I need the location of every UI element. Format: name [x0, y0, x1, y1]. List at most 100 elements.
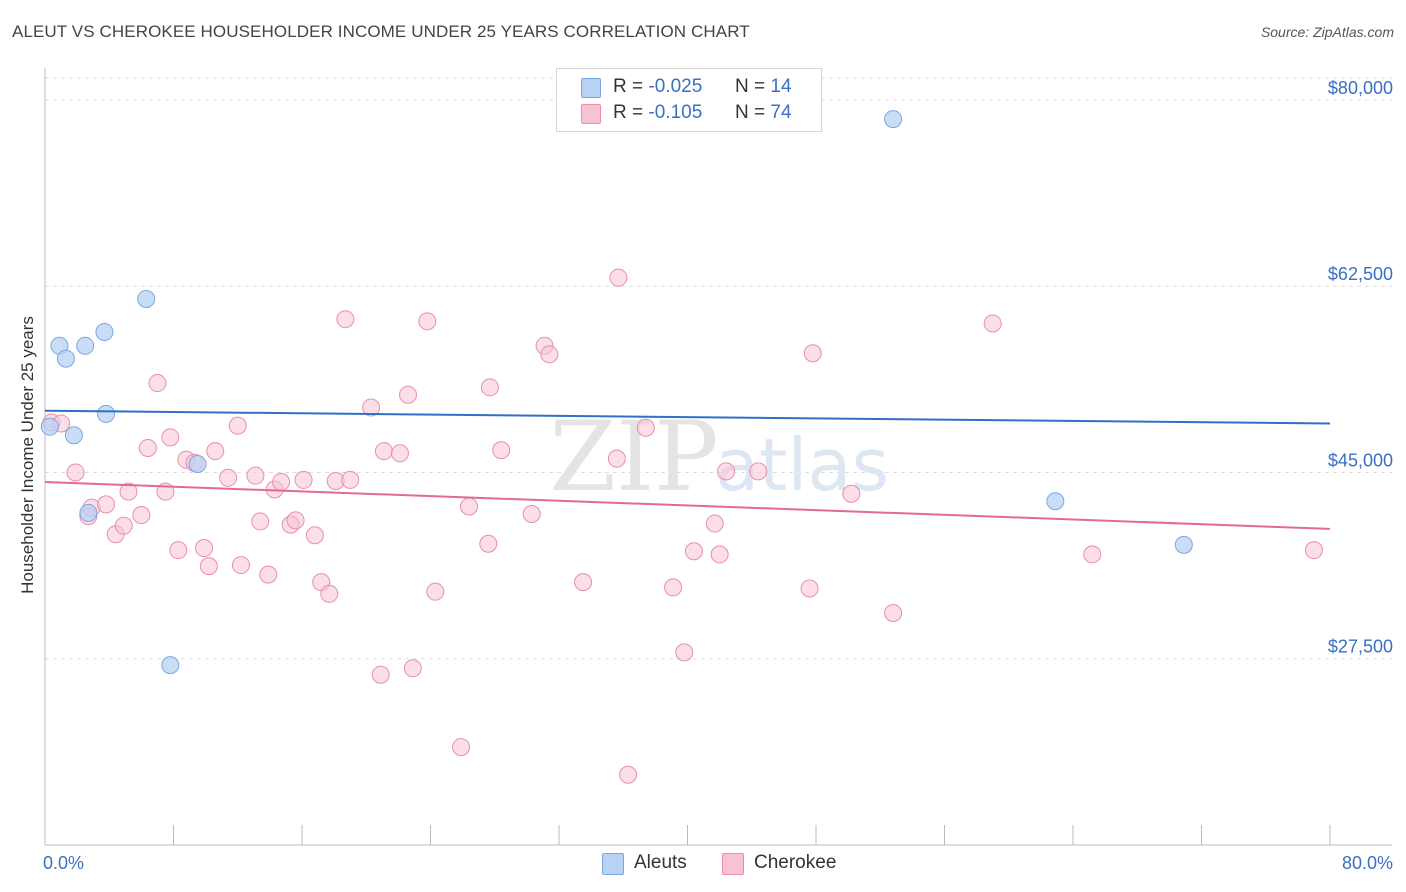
cherokee-point — [259, 565, 278, 584]
cherokee-point — [522, 504, 541, 523]
aleut-r-value: -0.025 — [648, 76, 703, 97]
cherokee-point — [66, 463, 85, 482]
aleut-point — [188, 454, 207, 473]
cherokee-point — [717, 462, 736, 481]
cherokee-point — [320, 584, 339, 603]
cherokee-point — [294, 470, 313, 489]
cherokee-point — [1083, 545, 1102, 564]
aleut-trend-line — [44, 409, 1331, 425]
aleuts-label: Aleuts — [634, 852, 687, 873]
cherokee-point — [251, 512, 270, 531]
aleut-r-label: R = — [613, 76, 644, 97]
aleut-point — [97, 404, 116, 423]
cherokee-point — [684, 542, 703, 561]
cherokee-point — [800, 579, 819, 598]
aleut-point — [64, 426, 83, 445]
cherokee-point — [609, 268, 628, 287]
stats-legend: R = -0.025 N = 14 R = -0.105 N = 74 — [556, 68, 822, 132]
aleut-point — [76, 336, 95, 355]
cherokee-point — [246, 466, 265, 485]
aleut-n-label: N = — [735, 76, 766, 97]
cherokee-point — [341, 470, 360, 489]
chart-title: ALEUT VS CHEROKEE HOUSEHOLDER INCOME UND… — [12, 22, 750, 41]
cherokee-point — [374, 442, 393, 461]
cherokee-point — [161, 428, 180, 447]
cherokee-point — [710, 545, 729, 564]
x-tick-labels: 0.0% 80.0% — [43, 853, 1393, 873]
y-tick-labels: $27,500 $45,000 $62,500 $80,000 — [1328, 78, 1393, 657]
cherokee-r-value: -0.105 — [648, 102, 703, 123]
source-label: Source: ZipAtlas.com — [1260, 24, 1394, 40]
cherokee-point — [138, 438, 157, 457]
axes — [44, 68, 1392, 846]
aleut-swatch — [581, 78, 601, 98]
cherokee-point — [114, 516, 133, 535]
cherokee-point — [574, 573, 593, 592]
x-tick-label-min: 0.0% — [43, 853, 84, 873]
aleut-point — [40, 417, 59, 436]
aleut-point — [1046, 492, 1065, 511]
cherokee-point — [452, 738, 471, 757]
cherokee-n-value: 74 — [770, 102, 792, 123]
cherokee-points — [42, 268, 1323, 784]
cherokee-point — [199, 557, 218, 576]
cherokee-point — [492, 441, 511, 460]
watermark-atlas: atlas — [715, 423, 889, 507]
aleut-points — [40, 110, 1193, 675]
aleuts-swatch — [602, 853, 624, 875]
cherokee-point — [884, 603, 903, 622]
cherokee-point — [132, 506, 151, 525]
cherokee-point — [842, 484, 861, 503]
y-axis-label: Householder Income Under 25 years — [18, 316, 37, 594]
cherokee-point — [540, 345, 559, 364]
aleut-point — [161, 656, 180, 675]
aleut-point — [1174, 535, 1193, 554]
aleut-point — [95, 322, 114, 341]
cherokee-point — [619, 765, 638, 784]
cherokee-point — [119, 482, 138, 501]
cherokee-label: Cherokee — [754, 852, 837, 873]
cherokee-point — [705, 514, 724, 533]
y-tick-label: $62,500 — [1328, 264, 1393, 284]
cherokee-legend-swatch — [722, 853, 744, 875]
cherokee-point — [636, 418, 655, 437]
y-tick-label: $45,000 — [1328, 450, 1393, 470]
cherokee-point — [371, 665, 390, 684]
cherokee-point — [97, 495, 116, 514]
aleut-point — [56, 349, 75, 368]
cherokee-point — [403, 659, 422, 678]
cherokee-point — [460, 497, 479, 516]
y-tick-label: $80,000 — [1328, 78, 1393, 98]
cherokee-point — [228, 416, 247, 435]
cherokee-point — [607, 449, 626, 468]
cherokee-point — [206, 442, 225, 461]
watermark-zip: ZIP — [549, 401, 718, 513]
cherokee-point — [983, 314, 1002, 333]
cherokee-point — [219, 468, 238, 487]
aleut-point — [884, 110, 903, 129]
aleut-n-value: 14 — [770, 76, 792, 97]
cherokee-point — [148, 374, 167, 393]
series-legend: Aleuts Cherokee — [0, 852, 1406, 878]
cherokee-trend-line — [44, 481, 1331, 530]
y-tick-label: $27,500 — [1328, 637, 1393, 657]
cherokee-point — [272, 473, 291, 492]
cherokee-point — [426, 582, 445, 601]
cherokee-point — [479, 534, 498, 553]
cherokee-r-label: R = — [613, 102, 644, 123]
aleut-point — [79, 503, 98, 522]
x-tick-label-max: 80.0% — [1342, 853, 1393, 873]
cherokee-point — [1304, 541, 1323, 560]
cherokee-swatch — [581, 104, 601, 124]
cherokee-point — [480, 378, 499, 397]
cherokee-point — [195, 539, 214, 558]
cherokee-point — [749, 462, 768, 481]
cherokee-point — [231, 556, 250, 575]
cherokee-point — [286, 511, 305, 530]
cherokee-point — [305, 526, 324, 545]
cherokee-point — [336, 310, 355, 329]
cherokee-point — [418, 312, 437, 331]
cherokee-point — [803, 344, 822, 363]
cherokee-point — [664, 578, 683, 597]
